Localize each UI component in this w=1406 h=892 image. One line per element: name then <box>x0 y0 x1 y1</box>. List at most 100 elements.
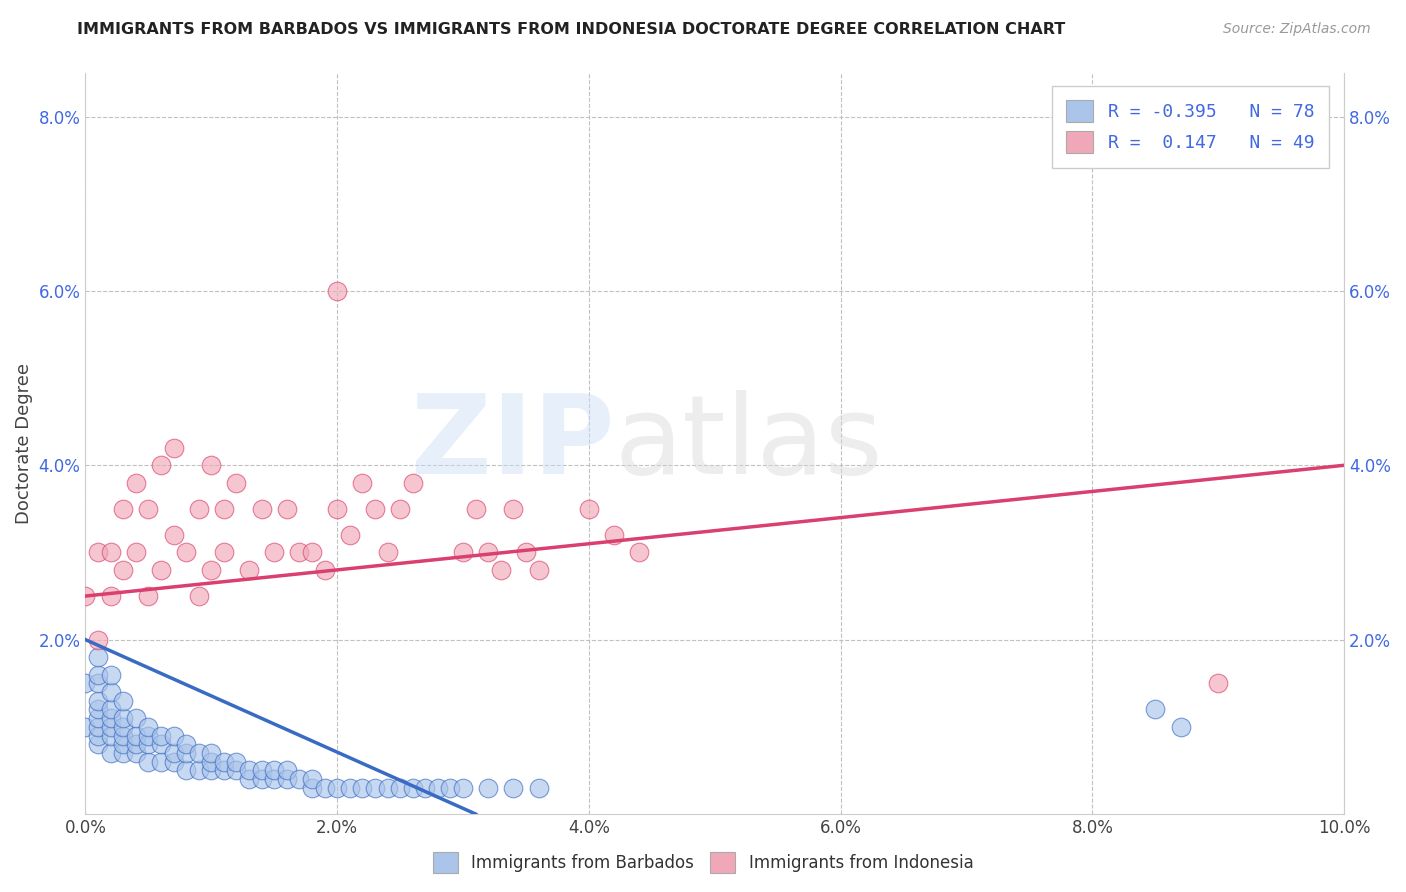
Point <box>112 720 135 734</box>
Point <box>238 772 260 786</box>
Point <box>276 772 298 786</box>
Point <box>502 780 524 795</box>
Point <box>162 441 184 455</box>
Point <box>212 501 235 516</box>
Point <box>389 501 412 516</box>
Point <box>87 729 110 743</box>
Point <box>187 501 209 516</box>
Point <box>125 545 148 559</box>
Point <box>100 589 122 603</box>
Point <box>263 764 285 778</box>
Point <box>187 589 209 603</box>
Point <box>174 737 197 751</box>
Point <box>87 545 110 559</box>
Point <box>276 501 298 516</box>
Point <box>464 501 486 516</box>
Point <box>125 746 148 760</box>
Point <box>628 545 651 559</box>
Point <box>377 545 399 559</box>
Point <box>174 764 197 778</box>
Point <box>339 528 361 542</box>
Point <box>100 545 122 559</box>
Point <box>100 729 122 743</box>
Point <box>87 711 110 725</box>
Point <box>87 667 110 681</box>
Point <box>138 589 160 603</box>
Point <box>489 563 512 577</box>
Point <box>578 501 600 516</box>
Point <box>326 780 349 795</box>
Point <box>364 501 387 516</box>
Point <box>149 755 172 769</box>
Point <box>174 746 197 760</box>
Point <box>100 720 122 734</box>
Point <box>87 720 110 734</box>
Point <box>402 780 425 795</box>
Point <box>339 780 361 795</box>
Point <box>439 780 461 795</box>
Point <box>238 563 260 577</box>
Point <box>238 764 260 778</box>
Point <box>100 746 122 760</box>
Point <box>527 780 550 795</box>
Point <box>138 501 160 516</box>
Point <box>149 729 172 743</box>
Point <box>364 780 387 795</box>
Point <box>263 772 285 786</box>
Point <box>125 737 148 751</box>
Point <box>162 746 184 760</box>
Point <box>389 780 412 795</box>
Point <box>1144 702 1167 716</box>
Point <box>75 720 97 734</box>
Point <box>250 764 273 778</box>
Point <box>527 563 550 577</box>
Point <box>100 667 122 681</box>
Legend: Immigrants from Barbados, Immigrants from Indonesia: Immigrants from Barbados, Immigrants fro… <box>426 846 980 880</box>
Point <box>352 780 374 795</box>
Point <box>326 284 349 298</box>
Point <box>477 780 499 795</box>
Point <box>377 780 399 795</box>
Point <box>187 746 209 760</box>
Point <box>200 458 222 473</box>
Point <box>138 729 160 743</box>
Point <box>603 528 626 542</box>
Point <box>87 632 110 647</box>
Point <box>212 764 235 778</box>
Point <box>515 545 537 559</box>
Point <box>212 755 235 769</box>
Point <box>149 563 172 577</box>
Point <box>477 545 499 559</box>
Point <box>174 545 197 559</box>
Point <box>100 685 122 699</box>
Point <box>426 780 449 795</box>
Point <box>75 589 97 603</box>
Text: atlas: atlas <box>614 390 883 497</box>
Point <box>451 545 474 559</box>
Point <box>100 711 122 725</box>
Text: IMMIGRANTS FROM BARBADOS VS IMMIGRANTS FROM INDONESIA DOCTORATE DEGREE CORRELATI: IMMIGRANTS FROM BARBADOS VS IMMIGRANTS F… <box>77 22 1066 37</box>
Point <box>250 772 273 786</box>
Point <box>125 729 148 743</box>
Y-axis label: Doctorate Degree: Doctorate Degree <box>15 363 32 524</box>
Point <box>138 737 160 751</box>
Point <box>276 764 298 778</box>
Point <box>301 780 323 795</box>
Point <box>87 650 110 665</box>
Point <box>200 563 222 577</box>
Point <box>149 737 172 751</box>
Point <box>200 764 222 778</box>
Point <box>225 475 247 490</box>
Point <box>100 702 122 716</box>
Point <box>263 545 285 559</box>
Point <box>162 528 184 542</box>
Point <box>250 501 273 516</box>
Point <box>187 764 209 778</box>
Point <box>125 475 148 490</box>
Point <box>87 694 110 708</box>
Point <box>352 475 374 490</box>
Point <box>162 729 184 743</box>
Point <box>112 746 135 760</box>
Legend: R = -0.395   N = 78, R =  0.147   N = 49: R = -0.395 N = 78, R = 0.147 N = 49 <box>1052 86 1329 168</box>
Point <box>288 545 311 559</box>
